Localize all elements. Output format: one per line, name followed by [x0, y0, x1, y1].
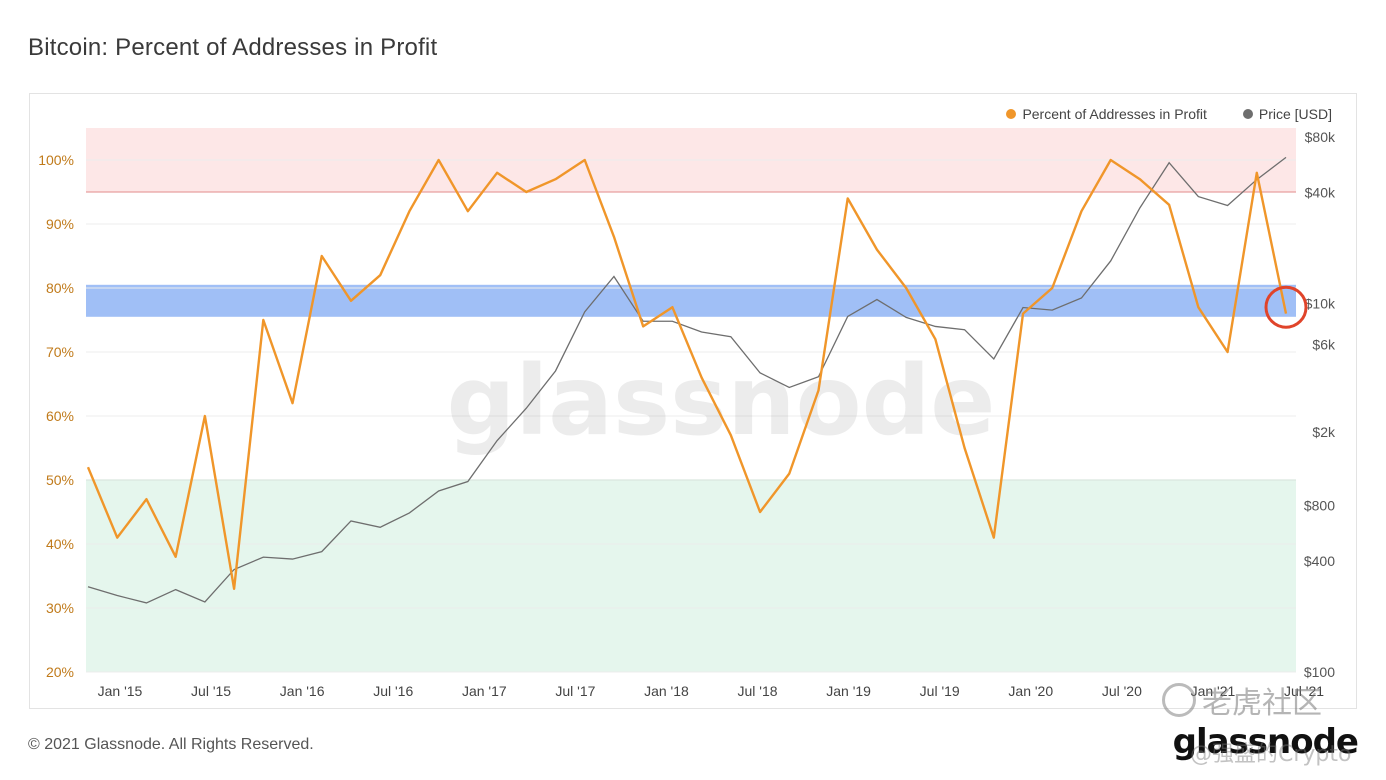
- x-tick: Jan '21: [1191, 683, 1236, 699]
- y-tick-left: 80%: [46, 280, 74, 296]
- highlight-circle: [1264, 285, 1308, 329]
- legend-dot-price: [1242, 109, 1253, 119]
- series-line-price[interactable]: [87, 156, 1287, 604]
- chart-card: Percent of Addresses in Profit Price [US…: [29, 93, 1357, 709]
- glassnode-logo[interactable]: glassnode: [1172, 722, 1359, 762]
- y-tick-left: 30%: [46, 600, 74, 616]
- x-tick: Jan '20: [1008, 683, 1053, 699]
- legend-item-profit[interactable]: Percent of Addresses in Profit: [1006, 106, 1207, 122]
- y-tick-right: $10k: [1305, 295, 1336, 311]
- chart-plot[interactable]: 20% 30% 40% 50% 60% 70% 80% 90% 100% $100 $400 $800…: [30, 94, 1356, 708]
- x-tick: Jul '16: [373, 683, 413, 699]
- background-watermark: glassnode: [447, 345, 996, 457]
- page-title: Bitcoin: Percent of Addresses in Profit: [28, 34, 438, 61]
- y-tick-right: $100: [1304, 664, 1335, 680]
- y-tick-left: 60%: [46, 408, 74, 424]
- y-tick-right: $800: [1304, 498, 1335, 514]
- y-tick-right: $400: [1304, 553, 1335, 569]
- series-line-profit[interactable]: [86, 158, 1288, 590]
- y-tick-left: 90%: [46, 216, 74, 232]
- band-low-zone: [86, 480, 1296, 672]
- legend-dot-profit: [1006, 109, 1017, 119]
- watermark-handle: @强盛的Crypto: [1190, 742, 1352, 767]
- y-tick-left: 100%: [38, 152, 74, 168]
- y-tick-right: $2k: [1312, 424, 1336, 440]
- band-highlight-zone: [86, 284, 1296, 317]
- y-tick-right: $40k: [1305, 184, 1336, 200]
- legend-label-profit: Percent of Addresses in Profit: [1022, 106, 1207, 122]
- x-tick: Jan '16: [280, 683, 325, 699]
- y-tick-right: $80k: [1305, 129, 1336, 145]
- legend-item-price[interactable]: Price [USD]: [1242, 106, 1332, 122]
- y-tick-left: 20%: [46, 664, 74, 680]
- watermark-text: 老虎社区: [1202, 686, 1322, 721]
- x-tick: Jan '19: [826, 683, 871, 699]
- x-tick: Jul '15: [191, 683, 231, 699]
- x-tick: Jan '17: [462, 683, 507, 699]
- y-tick-left: 70%: [46, 344, 74, 360]
- legend-label-price: Price [USD]: [1258, 106, 1332, 122]
- x-tick: Jul '19: [920, 683, 960, 699]
- y-tick-left: 40%: [46, 536, 74, 552]
- y-tick-left: 50%: [46, 472, 74, 488]
- x-tick: Jul '18: [738, 683, 778, 699]
- x-tick: Jul '20: [1102, 683, 1142, 699]
- x-tick: Jan '15: [98, 683, 143, 699]
- y-tick-right: $6k: [1312, 336, 1336, 352]
- chart-legend: Percent of Addresses in Profit Price [US…: [1006, 106, 1332, 122]
- watermark-logo-icon: [1162, 683, 1196, 717]
- x-tick: Jan '18: [644, 683, 689, 699]
- x-tick: Jul '21: [1284, 683, 1324, 699]
- x-tick: Jul '17: [555, 683, 595, 699]
- copyright-text: © 2021 Glassnode. All Rights Reserved.: [28, 736, 314, 753]
- overlay-watermark: 老虎社区: [1162, 678, 1322, 722]
